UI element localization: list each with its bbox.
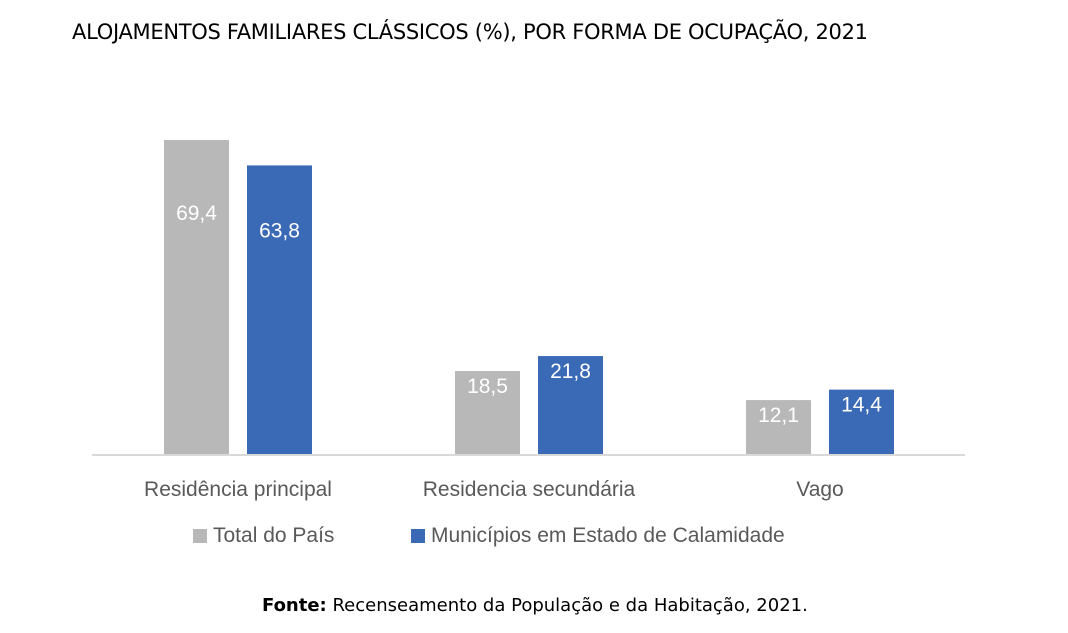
legend-swatch-total — [193, 529, 207, 543]
x-tick-label: Residência principal — [144, 478, 332, 501]
bar — [247, 165, 312, 456]
source-label: Fonte: — [262, 595, 327, 616]
data-label: 63,8 — [259, 219, 300, 242]
legend-label-municipios: Municípios em Estado de Calamidade — [431, 524, 785, 547]
data-label: 69,4 — [176, 202, 217, 225]
x-tick-label: Vago — [796, 478, 844, 501]
legend-item-total: Total do País — [193, 524, 334, 548]
bar — [538, 356, 603, 455]
source-text: Recenseamento da População e da Habitaçã… — [326, 595, 808, 616]
bar — [164, 140, 229, 455]
x-tick-label: Residencia secundária — [423, 478, 636, 501]
legend-swatch-municipios — [411, 529, 425, 543]
source-note: Fonte: Recenseamento da População e da H… — [262, 595, 808, 616]
data-label: 12,1 — [758, 404, 799, 427]
legend-label-total: Total do País — [213, 524, 335, 547]
data-label: 18,5 — [467, 375, 508, 398]
legend-item-municipios: Municípios em Estado de Calamidade — [411, 524, 785, 548]
bar — [829, 389, 894, 455]
bar — [455, 371, 520, 455]
chart-title: ALOJAMENTOS FAMILIARES CLÁSSICOS (%), PO… — [72, 20, 868, 44]
bar — [746, 400, 811, 455]
data-label: 14,4 — [841, 394, 882, 417]
data-label: 21,8 — [550, 360, 591, 383]
